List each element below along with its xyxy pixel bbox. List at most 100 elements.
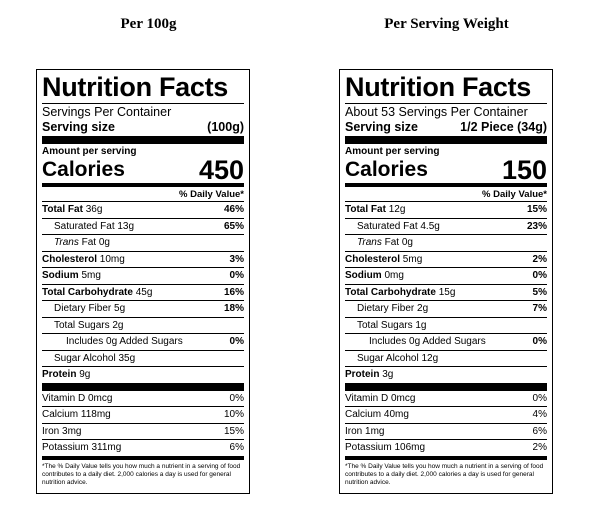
nutrient-row-total-sugars: Total Sugars 2g: [42, 318, 244, 334]
amount-per-serving: Amount per serving: [345, 146, 440, 157]
nutrient-pct: 6%: [229, 442, 244, 453]
nutrient-pct: 2%: [532, 442, 547, 453]
label-title: Nutrition Facts: [345, 72, 532, 102]
thick-divider: [345, 136, 547, 144]
label-title: Nutrition Facts: [42, 72, 229, 102]
medium-divider: [345, 183, 547, 187]
trans-fat-rest: Fat 0g: [78, 237, 110, 248]
nutrient-row-added-sugars: Includes 0g Added Sugars 0%: [345, 334, 547, 351]
nutrient-pct: 0%: [229, 336, 244, 347]
serving-size-value: (100g): [207, 120, 244, 134]
nutrient-label: Saturated Fat 13g: [54, 220, 135, 232]
servings-per-container: Servings Per Container: [42, 105, 172, 119]
calories-row: Calories 150: [345, 155, 547, 185]
nutrient-label: Includes 0g Added Sugars: [369, 336, 486, 347]
nutrient-row-saturated-fat: Saturated Fat 4.5g 23%: [345, 219, 547, 235]
nutrient-pct: 10%: [223, 409, 244, 420]
nutrient-label: Total Sugars 1g: [357, 319, 427, 331]
nutrient-amount: 36g: [85, 204, 103, 215]
nutrient-label: Potassium 311mg: [42, 442, 122, 453]
nutrient-pct: 18%: [223, 303, 244, 314]
nutrient-pct: 15%: [223, 425, 244, 437]
nutrient-label: Includes 0g Added Sugars: [66, 336, 183, 347]
divider: [42, 103, 244, 104]
daily-value-header: % Daily Value*: [42, 188, 244, 202]
nutrient-row-total-fat: Total Fat 36g 46%: [42, 202, 244, 219]
column-heading-per-100g: Per 100g: [120, 16, 177, 32]
nutrient-amount: 9g: [79, 369, 91, 380]
nutrient-amount: 5mg: [81, 270, 101, 281]
nutrient-row-sugar-alcohol: Sugar Alcohol 12g: [345, 351, 547, 367]
nutrient-label: Dietary Fiber 5g: [54, 303, 126, 314]
column-heading-per-serving: Per Serving Weight: [384, 16, 509, 32]
nutrient-pct: 3%: [229, 253, 244, 265]
nutrient-pct: 46%: [223, 204, 244, 215]
nutrient-amount: 45g: [135, 286, 153, 298]
calories-row: Calories 450: [42, 155, 244, 185]
nutrient-row-vitamin-d: Vitamin D 0mcg 0%: [345, 391, 547, 407]
calories-value: 450: [198, 155, 244, 185]
calories-value: 150: [501, 155, 547, 185]
servings-per-container: About 53 Servings Per Container: [345, 105, 528, 119]
nutrient-pct: 0%: [229, 392, 244, 404]
nutrient-row-potassium: Potassium 311mg 6%: [42, 440, 244, 456]
nutrient-label: Saturated Fat 4.5g: [357, 220, 440, 232]
nutrient-pct: 0%: [229, 270, 244, 281]
nutrient-pct: 65%: [223, 220, 244, 232]
nutrient-row-saturated-fat: Saturated Fat 13g 65%: [42, 219, 244, 235]
nutrient-row-protein: Protein 9g: [42, 367, 244, 383]
nutrient-row-dietary-fiber: Dietary Fiber 5g 18%: [42, 301, 244, 318]
nutrient-amount: 15g: [438, 286, 456, 298]
calories-label: Calories: [42, 158, 125, 181]
nutrient-label: Cholesterol: [42, 253, 98, 265]
nutrient-label: Cholesterol: [345, 253, 401, 265]
nutrient-row-vitamin-d: Vitamin D 0mcg 0%: [42, 391, 244, 407]
nutrient-pct: 4%: [532, 409, 547, 420]
thick-divider: [42, 136, 244, 144]
nutrient-label: Total Fat: [345, 204, 386, 215]
nutrient-label: Calcium 40mg: [345, 409, 409, 420]
nutrient-label: Sugar Alcohol 12g: [357, 352, 439, 364]
daily-value-footnote: *The % Daily Value tells you how much a …: [42, 462, 241, 486]
nutrient-label: Total Sugars 2g: [54, 319, 124, 331]
nutrient-label: Vitamin D 0mcg: [345, 392, 416, 404]
daily-value-header: % Daily Value*: [345, 188, 547, 202]
medium-divider: [42, 455, 244, 460]
nutrient-row-total-fat: Total Fat 12g 15%: [345, 202, 547, 219]
thick-divider: [42, 382, 244, 391]
nutrient-row-sugar-alcohol: Sugar Alcohol 35g: [42, 351, 244, 367]
nutrient-row-iron: Iron 1mg 6%: [345, 424, 547, 440]
nutrient-row-cholesterol: Cholesterol 5mg 2%: [345, 252, 547, 268]
nutrient-amount: 10mg: [99, 253, 125, 265]
nutrient-label: Total Fat: [42, 204, 83, 215]
daily-value-footnote: *The % Daily Value tells you how much a …: [345, 462, 544, 486]
nutrient-row-protein: Protein 3g: [345, 367, 547, 383]
medium-divider: [345, 455, 547, 460]
nutrition-facts-label-per-100g: Nutrition Facts Servings Per Container S…: [36, 69, 250, 494]
nutrient-pct: 7%: [532, 303, 547, 314]
nutrient-row-sodium: Sodium 5mg 0%: [42, 268, 244, 285]
nutrient-label: Dietary Fiber 2g: [357, 303, 429, 314]
nutrient-row-total-carbohydrate: Total Carbohydrate 45g 16%: [42, 285, 244, 301]
amount-per-serving: Amount per serving: [42, 146, 137, 157]
nutrient-row-total-carbohydrate: Total Carbohydrate 15g 5%: [345, 285, 547, 301]
nutrient-row-trans-fat: Trans Fat 0g: [345, 235, 547, 252]
trans-italic: Trans: [357, 237, 382, 248]
nutrient-label: Iron 1mg: [345, 425, 385, 437]
nutrient-label: Total Carbohydrate: [345, 286, 436, 298]
nutrient-pct: 23%: [526, 220, 547, 232]
serving-size-label: Serving size: [345, 120, 418, 134]
trans-fat-rest: Fat 0g: [381, 237, 413, 248]
nutrient-row-iron: Iron 3mg 15%: [42, 424, 244, 440]
nutrient-pct: 0%: [532, 392, 547, 404]
nutrient-label: Sodium: [42, 270, 79, 281]
nutrient-row-calcium: Calcium 40mg 4%: [345, 407, 547, 424]
divider: [345, 103, 547, 104]
nutrient-row-calcium: Calcium 118mg 10%: [42, 407, 244, 424]
nutrient-amount: 3g: [382, 369, 394, 380]
nutrient-row-trans-fat: Trans Fat 0g: [42, 235, 244, 252]
nutrient-row-potassium: Potassium 106mg 2%: [345, 440, 547, 456]
nutrient-pct: 6%: [532, 425, 547, 437]
trans-italic: Trans: [54, 237, 79, 248]
thick-divider: [345, 382, 547, 391]
